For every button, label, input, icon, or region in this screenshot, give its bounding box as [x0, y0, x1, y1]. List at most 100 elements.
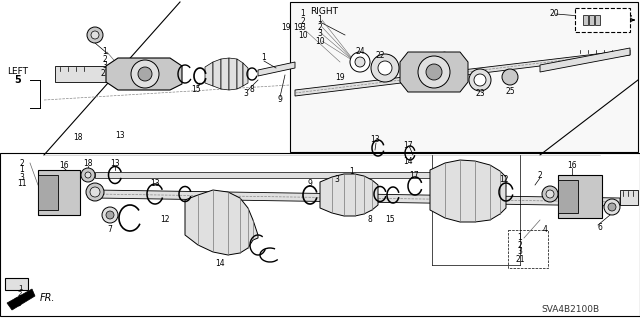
Text: 2: 2	[538, 170, 542, 180]
Text: 3: 3	[18, 297, 22, 303]
Text: 16: 16	[59, 160, 69, 169]
Text: 24: 24	[355, 48, 365, 56]
Text: 2: 2	[102, 55, 108, 63]
Text: 12: 12	[499, 175, 509, 184]
Circle shape	[85, 172, 91, 178]
Text: 19: 19	[282, 24, 291, 33]
Text: 3: 3	[102, 62, 108, 70]
Text: FR.: FR.	[40, 293, 56, 303]
Polygon shape	[38, 175, 58, 210]
Circle shape	[138, 67, 152, 81]
Bar	[583, 15, 588, 25]
Circle shape	[102, 207, 118, 223]
Text: 17: 17	[409, 170, 419, 180]
Circle shape	[469, 69, 491, 91]
Polygon shape	[95, 190, 620, 206]
Text: 19: 19	[293, 24, 303, 33]
Text: 14: 14	[403, 158, 413, 167]
Text: 1: 1	[102, 48, 108, 56]
Polygon shape	[243, 63, 248, 86]
Circle shape	[608, 203, 616, 211]
Polygon shape	[5, 278, 28, 290]
Text: 16: 16	[567, 160, 577, 169]
Text: 15: 15	[385, 216, 395, 225]
Polygon shape	[229, 58, 237, 90]
Bar	[575, 8, 630, 32]
Text: 11: 11	[17, 180, 27, 189]
Circle shape	[106, 211, 114, 219]
Text: 18: 18	[83, 159, 93, 167]
Text: 3: 3	[301, 24, 305, 33]
Text: 13: 13	[110, 159, 120, 167]
Bar	[595, 15, 600, 25]
Polygon shape	[55, 66, 106, 82]
Polygon shape	[558, 175, 602, 218]
Text: 5: 5	[15, 75, 21, 85]
Polygon shape	[540, 48, 630, 72]
Polygon shape	[430, 160, 506, 222]
Polygon shape	[185, 190, 258, 255]
Text: 3: 3	[20, 173, 24, 182]
Circle shape	[378, 61, 392, 75]
Text: 21: 21	[515, 255, 525, 263]
Text: 18: 18	[73, 133, 83, 143]
Text: 23: 23	[475, 88, 485, 98]
Text: 9: 9	[278, 95, 282, 105]
Text: 2: 2	[518, 241, 522, 249]
Circle shape	[546, 190, 554, 198]
Circle shape	[502, 69, 518, 85]
Text: 3: 3	[518, 248, 522, 256]
Text: RIGHT: RIGHT	[310, 8, 338, 17]
Text: 1: 1	[518, 234, 522, 242]
Circle shape	[604, 199, 620, 215]
Polygon shape	[237, 59, 243, 89]
Text: 7: 7	[108, 226, 113, 234]
Polygon shape	[558, 180, 578, 213]
Polygon shape	[95, 172, 430, 178]
Text: 3: 3	[335, 175, 339, 184]
Text: B-47: B-47	[604, 15, 632, 25]
Text: 2: 2	[317, 23, 323, 32]
Circle shape	[474, 74, 486, 86]
Circle shape	[87, 27, 103, 43]
Text: 10: 10	[298, 31, 308, 40]
Text: 13: 13	[115, 131, 125, 140]
Text: 19: 19	[335, 73, 345, 83]
Text: 14: 14	[215, 259, 225, 269]
Text: 1: 1	[317, 16, 323, 25]
Text: 13: 13	[370, 136, 380, 145]
Polygon shape	[213, 59, 221, 89]
Text: 20: 20	[593, 16, 603, 25]
Polygon shape	[620, 190, 638, 205]
Circle shape	[371, 54, 399, 82]
Text: 2: 2	[18, 291, 22, 297]
Polygon shape	[295, 50, 630, 96]
Polygon shape	[106, 58, 182, 90]
Text: 1: 1	[349, 167, 355, 176]
Text: 21: 21	[100, 69, 109, 78]
Text: 20: 20	[549, 9, 559, 18]
Text: 2: 2	[20, 159, 24, 167]
Text: 1: 1	[18, 285, 22, 291]
Text: 12: 12	[160, 216, 170, 225]
Polygon shape	[38, 170, 80, 215]
Bar	[290, 2, 638, 152]
Circle shape	[350, 52, 370, 72]
Text: 15: 15	[191, 85, 201, 94]
Text: SVA4B2100B: SVA4B2100B	[541, 306, 599, 315]
Text: 10: 10	[315, 36, 325, 46]
Circle shape	[90, 187, 100, 197]
Polygon shape	[258, 62, 295, 76]
Text: 1: 1	[20, 166, 24, 174]
Text: 4: 4	[543, 226, 547, 234]
Text: 2: 2	[301, 17, 305, 26]
Polygon shape	[7, 289, 35, 310]
Circle shape	[91, 31, 99, 39]
Text: 1: 1	[262, 54, 266, 63]
Circle shape	[355, 57, 365, 67]
Circle shape	[542, 186, 558, 202]
Text: 6: 6	[598, 224, 602, 233]
Circle shape	[131, 60, 159, 88]
Text: 3: 3	[317, 29, 323, 39]
Text: LEFT: LEFT	[8, 68, 29, 77]
